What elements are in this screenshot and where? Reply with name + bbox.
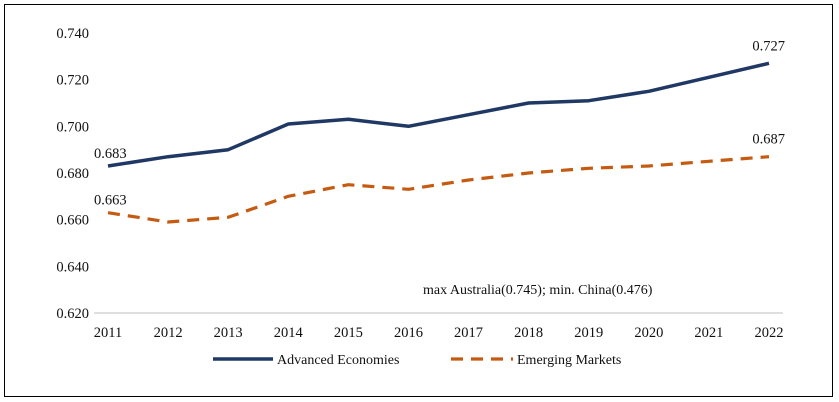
x-tick-label: 2012	[154, 325, 183, 341]
data-label: 0.663	[94, 193, 127, 209]
legend-label: Advanced Economies	[277, 353, 399, 368]
x-tick-label: 2019	[574, 325, 603, 341]
x-tick-label: 2021	[694, 325, 723, 341]
y-tick-label: 0.680	[56, 166, 89, 182]
legend: Advanced Economies Emerging Markets	[213, 353, 621, 368]
data-label: 0.727	[752, 38, 785, 54]
y-tick-label: 0.640	[56, 259, 89, 275]
x-tick-label: 2014	[274, 325, 304, 341]
data-label: 0.687	[752, 132, 785, 148]
y-tick-label: 0.720	[56, 73, 89, 89]
y-axis-ticks: 0.620 0.640 0.660 0.680 0.700 0.720 0.740	[56, 26, 89, 322]
y-tick-label: 0.740	[56, 26, 89, 42]
x-tick-label: 2022	[755, 325, 784, 341]
advanced-economies-line	[107, 61, 770, 168]
legend-label: Emerging Markets	[517, 353, 621, 368]
x-tick-label: 2017	[454, 325, 483, 341]
x-tick-label: 2020	[634, 325, 663, 341]
x-tick-label: 2015	[334, 325, 363, 341]
y-tick-label: 0.700	[56, 119, 89, 135]
data-labels: 0.683 0.727 0.663 0.687	[94, 38, 785, 208]
x-tick-label: 2018	[514, 325, 543, 341]
x-tick-label: 2013	[214, 325, 243, 341]
x-axis-ticks: 2011 2012 2013 2014 2015 2016 2017 2018 2019 2020…	[94, 325, 784, 341]
y-tick-label: 0.620	[56, 306, 89, 322]
x-tick-label: 2011	[94, 325, 122, 341]
chart-annotation: max Australia(0.745); min. China(0.476)	[423, 283, 653, 298]
data-label: 0.683	[94, 146, 127, 162]
x-tick-label: 2016	[394, 325, 423, 341]
series-lines	[107, 61, 770, 224]
chart-frame	[4, 4, 833, 397]
y-tick-label: 0.660	[56, 213, 89, 229]
emerging-markets-line	[107, 155, 770, 224]
